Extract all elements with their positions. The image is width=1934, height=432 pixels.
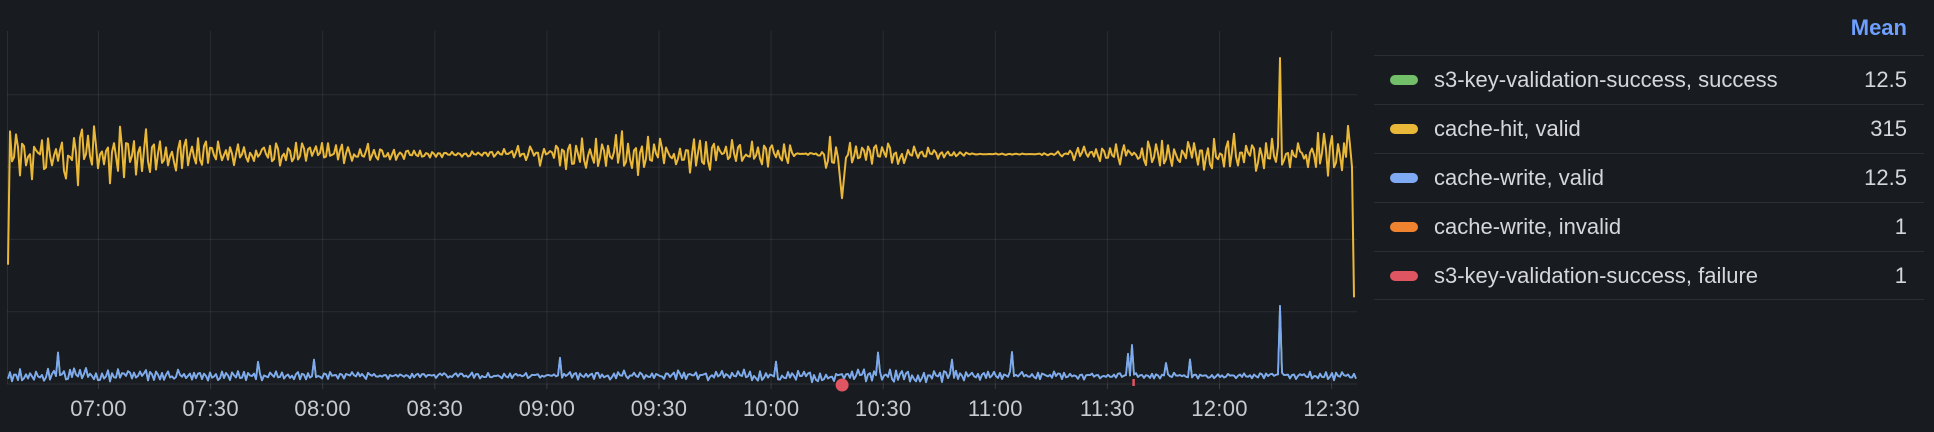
legend-row[interactable]: s3-key-validation-success, failure 1 (1374, 251, 1924, 300)
x-tick-label: 10:00 (742, 396, 800, 421)
gridlines (7, 31, 1357, 389)
series-label: s3-key-validation-success, success (1434, 67, 1778, 92)
x-tick-label: 11:30 (1079, 396, 1135, 421)
time-series-chart[interactable] (0, 0, 1360, 432)
series-mean-value: 12.5 (1864, 67, 1907, 92)
x-tick-label: 08:00 (294, 396, 351, 421)
x-tick-label: 08:30 (406, 396, 464, 421)
series-color-swatch (1390, 173, 1418, 183)
point-marker-s3-failure-dot (835, 378, 849, 392)
series-label: cache-write, valid (1434, 165, 1604, 190)
legend-header: Mean (1374, 0, 1924, 55)
series-label: s3-key-validation-success, failure (1434, 262, 1759, 288)
x-tick-label: 09:30 (630, 396, 688, 421)
series-mean-value: 1 (1894, 214, 1907, 239)
series-color-swatch (1390, 270, 1418, 281)
series-label: cache-hit, valid (1434, 116, 1581, 141)
x-tick-label: 07:00 (70, 396, 127, 421)
legend: Mean s3-key-validation-success, success 1… (1374, 0, 1924, 432)
series-color-swatch (1390, 222, 1418, 232)
series-label: cache-write, invalid (1434, 214, 1622, 239)
series-line-cache-hit-valid (7, 57, 1355, 298)
legend-row[interactable]: cache-hit, valid 315 (1374, 104, 1924, 153)
x-tick-label: 11:00 (967, 396, 1023, 421)
series-line-cache-write-valid (7, 305, 1357, 384)
series-color-swatch (1390, 124, 1418, 134)
series-mean-value: 12.5 (1864, 165, 1907, 190)
x-tick-label: 09:00 (518, 396, 576, 421)
series-color-swatch (1390, 75, 1418, 85)
x-tick-label: 12:30 (1303, 396, 1360, 421)
plot-area[interactable]: 07:00 07:30 08:00 08:30 09:00 09:30 10:00 10:30… (0, 0, 1360, 432)
x-tick-label: 10:30 (854, 396, 912, 421)
series-mean-value: 1 (1894, 262, 1907, 288)
x-tick-label: 12:00 (1191, 396, 1248, 421)
legend-row[interactable]: s3-key-validation-success, success 12.5 (1374, 55, 1924, 104)
series-mean-value: 315 (1870, 116, 1907, 141)
legend-mean-sort-header[interactable]: Mean (1850, 14, 1907, 40)
legend-row[interactable]: cache-write, valid 12.5 (1374, 153, 1924, 202)
x-tick-label: 07:30 (182, 396, 239, 421)
legend-rows: s3-key-validation-success, success 12.5 ca… (1374, 55, 1924, 300)
legend-row[interactable]: cache-write, invalid 1 (1374, 202, 1924, 251)
x-axis: 07:00 07:30 08:00 08:30 09:00 09:30 10:00 10:30… (0, 394, 1360, 424)
